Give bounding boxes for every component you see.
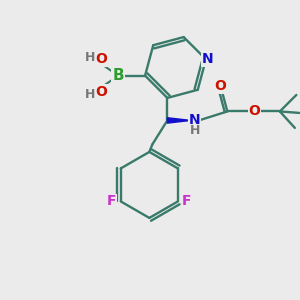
Text: O: O bbox=[95, 52, 107, 66]
Text: O: O bbox=[248, 104, 260, 118]
Polygon shape bbox=[167, 118, 191, 123]
Text: H: H bbox=[85, 88, 95, 101]
Text: H: H bbox=[190, 124, 200, 137]
Text: N: N bbox=[202, 52, 213, 66]
Text: O: O bbox=[214, 79, 226, 93]
Text: F: F bbox=[182, 194, 192, 208]
Text: H: H bbox=[85, 51, 95, 64]
Text: F: F bbox=[107, 194, 116, 208]
Text: N: N bbox=[188, 113, 200, 128]
Text: B: B bbox=[112, 68, 124, 83]
Text: O: O bbox=[95, 85, 107, 99]
